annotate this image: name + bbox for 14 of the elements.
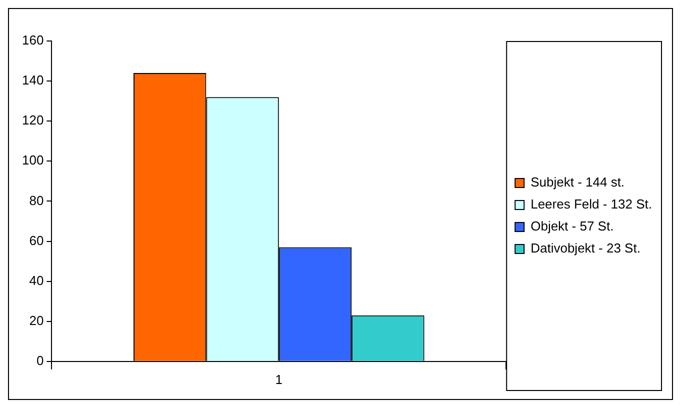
y-tick-label: 60: [29, 232, 44, 248]
y-tick-label: 40: [29, 272, 44, 288]
legend-label: Dativobjekt - 23 St.: [530, 240, 640, 256]
legend-label: Subjekt - 144 st.: [530, 174, 625, 190]
y-tick-label: 0: [36, 352, 44, 368]
x-tick-label: 1: [275, 372, 283, 387]
legend-label: Objekt - 57 St.: [530, 218, 614, 234]
y-tick-label: 120: [22, 112, 44, 128]
y-tick-label: 80: [29, 192, 44, 208]
y-tick-label: 160: [22, 32, 44, 48]
y-tick-label: 20: [29, 312, 44, 328]
y-tick-label: 100: [22, 152, 44, 168]
legend-label: Leeres Feld - 132 St.: [530, 196, 652, 212]
y-tick-label: 140: [22, 72, 44, 88]
